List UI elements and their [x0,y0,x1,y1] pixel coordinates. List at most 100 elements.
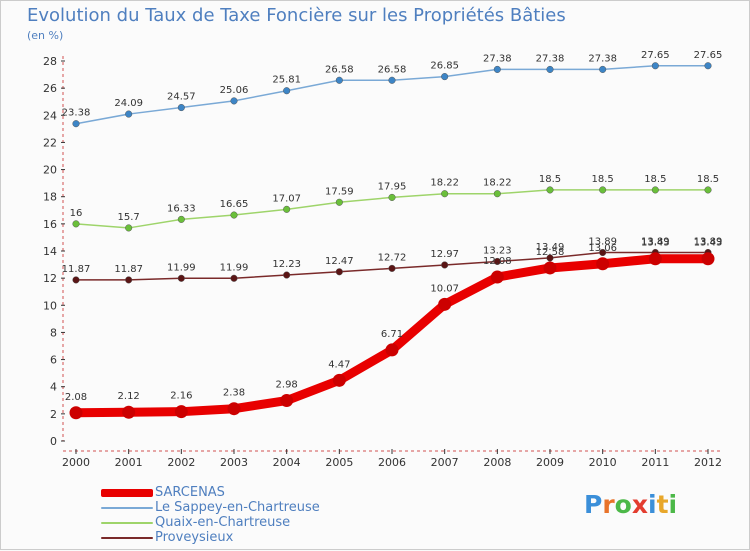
data-label-quaix-en-chartreuse: 17.95 [378,181,407,192]
data-label-quaix-en-chartreuse: 15.7 [118,212,140,223]
x-tick-label: 2004 [273,456,301,469]
legend-item-le-sappey-en-chartreuse: Le Sappey-en-Chartreuse [101,500,421,515]
x-tick-label: 2008 [483,456,511,469]
data-label-proveysieux: 11.99 [220,262,249,273]
data-label-quaix-en-chartreuse: 17.59 [325,186,354,197]
data-label-proveysieux: 12.23 [272,259,301,270]
data-point-sarcenas [648,252,662,266]
data-point-proveysieux [335,268,343,276]
data-label-proveysieux: 13.89 [641,236,670,247]
data-point-proveysieux [493,257,501,266]
data-point-le-sappey-en-chartreuse [335,76,343,84]
data-point-sarcenas [701,252,715,266]
data-label-le-sappey-en-chartreuse: 25.06 [220,85,249,96]
data-label-quaix-en-chartreuse: 16.65 [220,199,249,210]
data-label-proveysieux: 11.87 [114,264,143,275]
legend-swatch [101,522,153,524]
data-label-le-sappey-en-chartreuse: 24.57 [167,92,196,103]
x-tick-label: 2002 [167,456,195,469]
chart-title: Evolution du Taux de Taxe Foncière sur l… [27,5,566,26]
legend-item-quaix-en-chartreuse: Quaix-en-Chartreuse [101,515,421,530]
logo-letter: i [668,490,678,519]
data-point-sarcenas [69,406,83,420]
y-tick-label: 18 [43,191,57,204]
y-tick-label: 12 [43,272,57,285]
y-tick-label: 26 [43,82,57,95]
data-point-le-sappey-en-chartreuse [651,62,659,70]
data-label-proveysieux: 13.23 [483,245,512,256]
data-point-sarcenas [280,394,294,408]
data-point-le-sappey-en-chartreuse [599,65,607,73]
data-point-proveysieux [441,261,449,269]
x-tick-label: 2003 [220,456,248,469]
data-point-quaix-en-chartreuse [177,215,185,223]
data-label-sarcenas: 10.07 [430,283,459,294]
data-point-quaix-en-chartreuse [388,193,396,201]
data-label-quaix-en-chartreuse: 18.22 [483,178,512,189]
data-label-le-sappey-en-chartreuse: 26.58 [378,64,407,75]
data-point-le-sappey-en-chartreuse [441,73,449,81]
y-tick-label: 4 [50,381,57,394]
data-label-sarcenas: 4.47 [328,359,350,370]
data-label-quaix-en-chartreuse: 16.33 [167,203,196,214]
legend-label: SARCENAS [155,485,225,500]
legend-item-proveysieux: Proveysieux [101,530,421,545]
data-label-sarcenas: 13.43 [641,238,670,249]
legend-swatch [101,537,153,539]
data-point-le-sappey-en-chartreuse [283,87,291,95]
x-tick-label: 2001 [115,456,143,469]
legend-label: Proveysieux [155,530,234,545]
data-label-quaix-en-chartreuse: 18.5 [644,174,666,185]
data-point-quaix-en-chartreuse [72,220,80,228]
logo-letter: t [656,490,669,519]
data-point-quaix-en-chartreuse [125,224,133,232]
data-point-sarcenas [490,270,504,284]
data-point-le-sappey-en-chartreuse [177,104,185,112]
data-point-proveysieux [125,276,133,284]
data-label-le-sappey-en-chartreuse: 27.38 [588,53,617,64]
y-tick-label: 16 [43,218,57,231]
data-label-le-sappey-en-chartreuse: 26.58 [325,64,354,75]
data-point-le-sappey-en-chartreuse [72,120,80,128]
data-point-proveysieux [599,248,607,257]
x-tick-label: 2000 [62,456,90,469]
data-labels: 23.38 24.09 24.57 25.06 25.81 26.58 26.58 26.85… [62,50,723,403]
data-label-sarcenas: 6.71 [381,329,403,340]
data-point-quaix-en-chartreuse [546,186,554,194]
data-point-proveysieux [388,264,396,272]
x-tick-label: 2009 [536,456,564,469]
data-point-proveysieux [72,276,80,284]
data-label-proveysieux: 12.72 [378,252,407,263]
data-label-proveysieux: 13.49 [536,242,565,253]
data-label-proveysieux: 12.97 [430,249,459,260]
data-label-le-sappey-en-chartreuse: 23.38 [62,108,91,119]
data-point-sarcenas [332,373,346,387]
data-point-quaix-en-chartreuse [283,205,291,213]
data-label-proveysieux: 13.89 [694,236,723,247]
data-label-le-sappey-en-chartreuse: 26.85 [430,61,459,72]
data-point-quaix-en-chartreuse [230,211,238,219]
y-tick-label: 14 [43,245,57,258]
data-label-sarcenas: 2.12 [118,391,140,402]
data-label-proveysieux: 11.99 [167,262,196,273]
data-point-quaix-en-chartreuse [493,190,501,198]
data-point-sarcenas [385,343,399,357]
legend-item-sarcenas: SARCENAS [101,485,421,500]
x-tick-label: 2012 [694,456,722,469]
data-point-le-sappey-en-chartreuse [546,65,554,73]
data-point-le-sappey-en-chartreuse [388,76,396,84]
data-label-le-sappey-en-chartreuse: 27.65 [641,50,670,61]
data-label-sarcenas: 2.98 [276,380,298,391]
legend: SARCENAS Le Sappey-en-Chartreuse Quaix-en-… [101,485,421,545]
y-tick-label: 0 [50,435,57,448]
logo-letter: o [614,490,632,519]
data-point-quaix-en-chartreuse [441,190,449,198]
data-label-proveysieux: 13.89 [588,236,617,247]
data-label-quaix-en-chartreuse: 18.22 [430,178,459,189]
y-tick-label: 6 [50,354,57,367]
data-point-proveysieux [177,274,185,282]
proxiti-logo: Proxiti [584,490,677,519]
data-label-le-sappey-en-chartreuse: 27.38 [536,53,565,64]
